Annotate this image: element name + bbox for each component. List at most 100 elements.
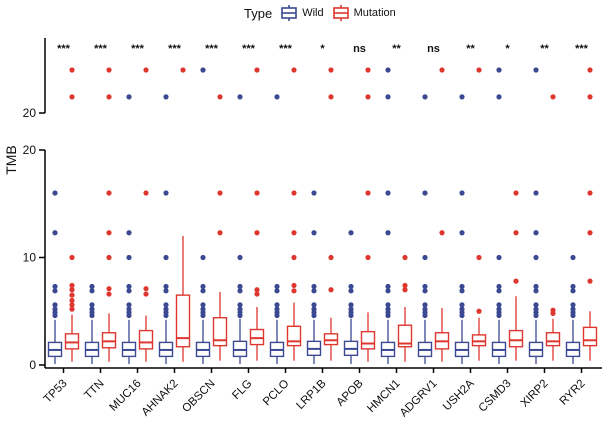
outlier-dot-wild-ADGRV1 xyxy=(422,302,428,308)
outlier-dot-wild-RYR2 xyxy=(570,306,576,312)
outlier-dot-mutation-TTN xyxy=(106,254,112,261)
legend: Type Wild Mutation xyxy=(244,5,396,21)
outlier-dot-wild-HMCN1 xyxy=(385,230,391,236)
x-tick-label-gene: OBSCN xyxy=(180,378,217,415)
upper-outlier-dot-mutation-LRP1B xyxy=(328,94,334,100)
significance-marker: *** xyxy=(168,43,182,55)
outlier-dot-wild-MUC16 xyxy=(126,283,132,290)
boxplot-glyph-mutation-icon xyxy=(332,5,349,21)
x-tick-label-gene: USH2A xyxy=(441,377,477,413)
outlier-dot-mutation-TTN xyxy=(106,230,112,236)
outlier-dot-wild-FLG xyxy=(237,254,243,261)
legend-label-wild: Wild xyxy=(302,7,324,19)
y-tick-label: 10 xyxy=(23,251,37,265)
outlier-dot-mutation-CSMD3 xyxy=(513,230,519,236)
outlier-dot-wild-HMCN1 xyxy=(385,288,391,294)
outlier-dot-mutation-LRP1B xyxy=(328,287,334,293)
outlier-dot-wild-XIRP2 xyxy=(533,283,539,290)
significance-marker: ns xyxy=(353,43,366,55)
box-mutation-CSMD3 xyxy=(508,329,524,348)
box-mutation-USH2A xyxy=(471,334,487,347)
x-tick-label-gene: XIRP2 xyxy=(519,378,551,410)
outlier-dot-wild-RYR2 xyxy=(570,288,576,294)
significance-marker: * xyxy=(320,43,325,55)
outlier-dot-mutation-OBSCN xyxy=(217,190,223,196)
outlier-dot-wild-APOB xyxy=(348,230,354,236)
outlier-dot-wild-TP53 xyxy=(52,302,58,308)
upper-outlier-dot-mutation-PCLO xyxy=(291,67,297,73)
box-mutation-RYR2 xyxy=(582,326,598,347)
upper-outlier-dot-wild-CSMD3 xyxy=(496,67,502,73)
outlier-dot-wild-LRP1B xyxy=(311,283,317,290)
outlier-dot-mutation-FLG xyxy=(254,190,260,196)
outlier-dot-wild-TP53 xyxy=(52,288,58,294)
outlier-dot-mutation-MUC16 xyxy=(143,286,149,292)
outlier-dot-wild-CSMD3 xyxy=(496,288,502,294)
outlier-dot-wild-PCLO xyxy=(274,288,280,294)
outlier-dot-wild-RYR2 xyxy=(570,254,576,261)
upper-outlier-dot-mutation-TP53 xyxy=(69,94,75,100)
outlier-dot-wild-APOB xyxy=(348,306,354,312)
outlier-dot-wild-ADGRV1 xyxy=(422,283,428,290)
upper-outlier-dot-mutation-AHNAK2 xyxy=(180,67,186,73)
outlier-dot-wild-TTN xyxy=(89,283,95,290)
significance-marker: *** xyxy=(131,43,145,55)
outlier-dot-mutation-RYR2 xyxy=(587,278,593,284)
x-tick-label-gene: RYR2 xyxy=(558,378,588,408)
outlier-dot-mutation-PCLO xyxy=(291,254,297,261)
upper-outlier-dot-mutation-TP53 xyxy=(69,67,75,73)
outlier-dot-mutation-TTN xyxy=(106,291,112,297)
legend-label-mutation: Mutation xyxy=(353,7,396,19)
upper-outlier-dot-mutation-LRP1B xyxy=(328,67,334,73)
legend-item-wild: Wild xyxy=(280,5,324,21)
significance-marker: *** xyxy=(205,43,219,55)
outlier-dot-mutation-HMCN1 xyxy=(402,287,408,293)
outlier-dot-wild-OBSCN xyxy=(200,283,206,290)
outlier-dot-wild-OBSCN xyxy=(200,254,206,261)
outlier-dot-wild-AHNAK2 xyxy=(163,254,169,261)
outlier-dot-wild-CSMD3 xyxy=(496,254,502,261)
outlier-dot-mutation-CSMD3 xyxy=(513,278,519,284)
outlier-dot-wild-HMCN1 xyxy=(385,302,391,308)
outlier-dot-mutation-HMCN1 xyxy=(402,254,408,261)
upper-outlier-dot-wild-CSMD3 xyxy=(496,94,502,100)
outlier-dot-wild-APOB xyxy=(348,288,354,294)
outlier-dot-mutation-TP53 xyxy=(69,282,75,289)
x-tick-label-gene: CSMD3 xyxy=(477,378,514,415)
upper-outlier-dot-mutation-TTN xyxy=(106,67,112,73)
significance-marker: *** xyxy=(575,43,589,55)
y-tick-label: 0 xyxy=(29,358,36,372)
outlier-dot-wild-USH2A xyxy=(459,302,465,308)
legend-title: Type xyxy=(244,5,273,21)
upper-outlier-dot-mutation-MUC16 xyxy=(143,67,149,73)
outlier-dot-wild-AHNAK2 xyxy=(163,306,169,312)
outlier-dot-wild-XIRP2 xyxy=(533,306,539,312)
outlier-dot-wild-LRP1B xyxy=(311,288,317,294)
significance-marker: ** xyxy=(466,43,475,55)
significance-marker: * xyxy=(505,43,510,55)
upper-outlier-dot-wild-PCLO xyxy=(274,94,280,100)
outlier-dot-wild-TTN xyxy=(89,302,95,308)
upper-outlier-dot-mutation-TTN xyxy=(106,94,112,100)
box-mutation-APOB xyxy=(360,330,376,350)
outlier-dot-wild-PCLO xyxy=(274,283,280,290)
outlier-dot-mutation-FLG xyxy=(254,291,260,297)
outlier-dot-mutation-TP53 xyxy=(69,254,75,261)
box-mutation-HMCN1 xyxy=(397,324,413,348)
outlier-dot-wild-AHNAK2 xyxy=(163,283,169,290)
significance-marker: *** xyxy=(242,43,256,55)
outlier-dot-wild-XIRP2 xyxy=(533,190,539,196)
upper-outlier-dot-wild-USH2A xyxy=(459,94,465,100)
upper-outlier-dot-mutation-XIRP2 xyxy=(550,94,556,100)
x-tick-label-gene: AHNAK2 xyxy=(140,378,181,419)
outlier-dot-wild-LRP1B xyxy=(311,302,317,308)
outlier-dot-wild-TP53 xyxy=(52,306,58,312)
outlier-dot-mutation-APOB xyxy=(365,254,371,261)
outlier-dot-mutation-USH2A xyxy=(476,254,482,261)
outlier-dot-wild-TTN xyxy=(89,306,95,312)
significance-marker: ** xyxy=(392,43,401,55)
outlier-dot-wild-USH2A xyxy=(459,306,465,312)
outlier-dot-mutation-MUC16 xyxy=(143,291,149,297)
upper-outlier-dot-mutation-ADGRV1 xyxy=(439,67,445,73)
